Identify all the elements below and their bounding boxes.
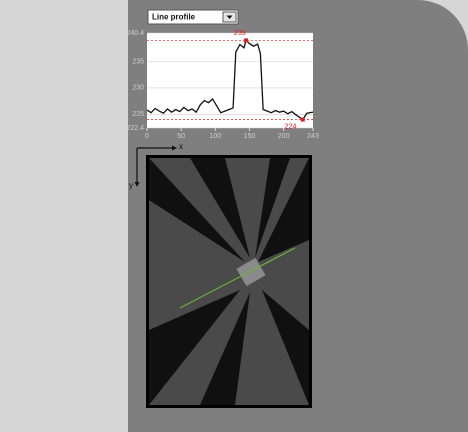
y-tick-label: 230 <box>132 85 144 92</box>
x-tick-label: 50 <box>177 133 185 140</box>
y-tick-label: 240.4 <box>126 30 144 37</box>
annotation-marker <box>244 38 248 42</box>
image-view <box>146 155 312 408</box>
x-tick-label: 100 <box>209 133 221 140</box>
annotation-label: 224 <box>285 123 297 130</box>
screen: Line profile x y 222.4 225 230 235 240.4 0 50 1… <box>0 0 468 432</box>
x-tick-label: 243 <box>307 133 319 140</box>
page: {"dropdown": {"label": "Line profile"}, … <box>0 0 468 432</box>
x-tick-label: 150 <box>244 133 256 140</box>
x-tick-label: 200 <box>278 133 290 140</box>
dropdown-label: Line profile <box>152 13 196 22</box>
x-tick-label: 0 <box>145 133 149 140</box>
y-tick-label: 225 <box>132 111 144 118</box>
y-axis-label: y <box>129 181 133 190</box>
annotation-label: 239 <box>234 30 246 37</box>
y-tick-label: 222.4 <box>126 125 144 132</box>
annotation-marker <box>301 118 305 122</box>
dropdown[interactable]: Line profile <box>148 10 238 24</box>
y-tick-label: 235 <box>132 58 144 65</box>
x-axis-label: x <box>179 142 183 151</box>
